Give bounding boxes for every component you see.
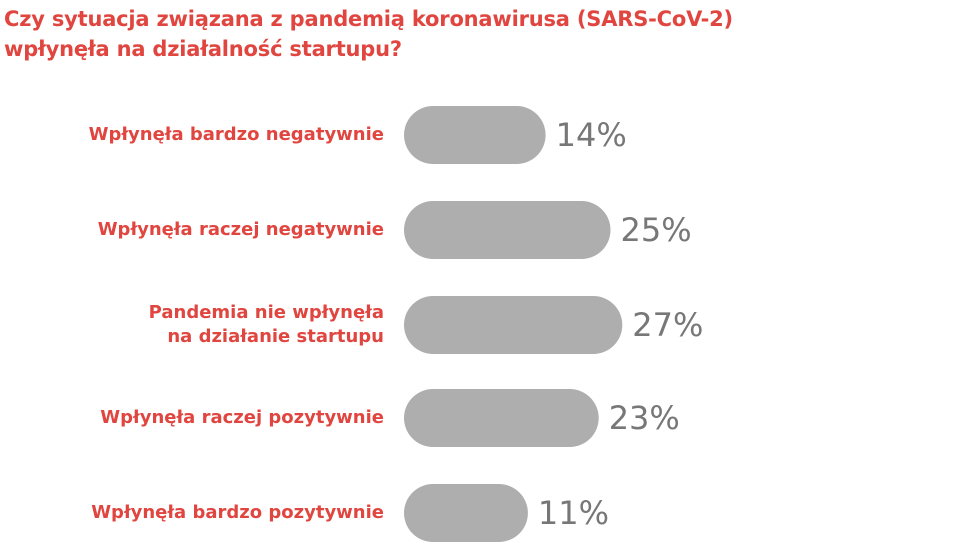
chart-title: Czy sytuacja związana z pandemią koronaw… xyxy=(4,7,733,61)
value-label: 11% xyxy=(537,494,610,532)
category-label: Wpłynęła raczej pozytywnie xyxy=(100,407,384,428)
bar xyxy=(404,296,623,354)
category-label: Wpłynęła raczej negatywnie xyxy=(97,219,384,240)
bar xyxy=(404,201,611,259)
category-label: Wpłynęła bardzo negatywnie xyxy=(88,124,384,145)
value-label: 25% xyxy=(620,211,692,249)
bar xyxy=(404,389,599,447)
value-label: 14% xyxy=(555,116,627,154)
category-label: Wpłynęła bardzo pozytywnie xyxy=(91,502,384,523)
bar xyxy=(404,106,546,164)
value-label: 27% xyxy=(632,306,704,344)
category-label: Pandemia nie wpłynęła na działanie start… xyxy=(148,302,384,347)
bar xyxy=(404,484,528,542)
value-label: 23% xyxy=(608,399,680,437)
